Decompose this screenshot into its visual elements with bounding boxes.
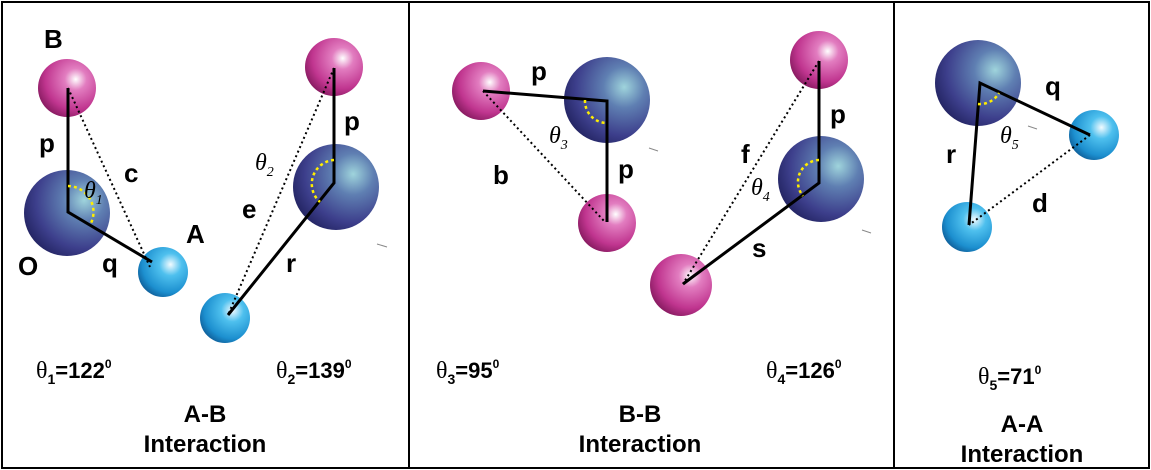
label-e: e xyxy=(242,194,256,224)
caption-aa-line1: A-A xyxy=(1001,411,1044,438)
tick-mark xyxy=(648,147,659,152)
distance-d-line xyxy=(968,134,1091,226)
label-theta4: θ4 xyxy=(751,175,770,205)
angle-theta4-arc xyxy=(796,158,820,197)
theta5-value: θ5=710 xyxy=(978,363,1042,393)
theta2-value: θ2=1390 xyxy=(276,357,352,387)
angle-theta2-arc xyxy=(310,158,335,203)
label-a: A xyxy=(186,219,205,249)
tick-mark xyxy=(861,229,872,234)
label-o: O xyxy=(18,251,38,281)
atom-a xyxy=(200,293,250,343)
label-theta3: θ3 xyxy=(549,123,568,153)
panel-ab: B O A p q c θ1 p e r θ2 θ1=1220 θ2=1390 … xyxy=(18,24,388,458)
label-q: q xyxy=(1045,71,1061,101)
label-p: p xyxy=(531,56,547,86)
caption-ab-line1: A-B xyxy=(184,401,227,428)
atom-o xyxy=(935,40,1021,126)
tick-mark xyxy=(1027,125,1038,130)
label-p: p xyxy=(344,106,360,136)
angle-theta5-arc xyxy=(977,92,1001,106)
atom-b xyxy=(452,62,510,120)
angle-theta1-arc xyxy=(67,184,95,226)
atom-b xyxy=(305,38,363,96)
atom-a xyxy=(942,202,992,252)
atom-b xyxy=(790,31,848,89)
caption-ab-line2: Interaction xyxy=(144,431,267,458)
atom-o xyxy=(778,136,864,222)
caption-bb-line2: Interaction xyxy=(579,431,702,458)
theta4-value: θ4=1260 xyxy=(766,357,842,387)
bond-q-r xyxy=(967,80,1091,226)
tick-mark xyxy=(376,243,388,248)
angle-theta3-arc xyxy=(583,99,608,125)
distance-f-line xyxy=(682,60,820,285)
bond-p-p xyxy=(482,89,609,222)
panel-aa: q r d θ5 θ5=710 A-A Interaction xyxy=(935,40,1119,468)
label-c: c xyxy=(124,158,138,188)
atom-b xyxy=(650,254,712,316)
theta1-value: θ1=1220 xyxy=(36,357,112,387)
label-r: r xyxy=(286,248,296,278)
label-theta1: θ1 xyxy=(84,178,103,208)
label-b: B xyxy=(44,24,63,54)
bond-p-s xyxy=(682,61,821,286)
bond-p-q xyxy=(66,88,153,264)
label-p: p xyxy=(830,99,846,129)
label-r: r xyxy=(946,139,956,169)
label-f: f xyxy=(741,139,750,169)
label-theta2: θ2 xyxy=(255,150,274,180)
caption-aa-line2: Interaction xyxy=(961,441,1084,468)
label-theta5: θ5 xyxy=(1000,123,1019,153)
caption-bb-line1: B-B xyxy=(619,401,662,428)
label-s: s xyxy=(752,233,766,263)
theta3-value: θ3=950 xyxy=(436,357,500,387)
label-p: p xyxy=(618,154,634,184)
label-b: b xyxy=(493,160,509,190)
label-p: p xyxy=(39,128,55,158)
atom-a xyxy=(138,247,188,297)
label-q: q xyxy=(102,248,118,278)
panel-bb: p p b θ3 p f s θ4 θ3=950 θ4=1260 B-B Int… xyxy=(436,31,872,458)
atom-a xyxy=(1069,110,1119,160)
bond-p-r xyxy=(226,68,336,316)
label-d: d xyxy=(1032,188,1048,218)
